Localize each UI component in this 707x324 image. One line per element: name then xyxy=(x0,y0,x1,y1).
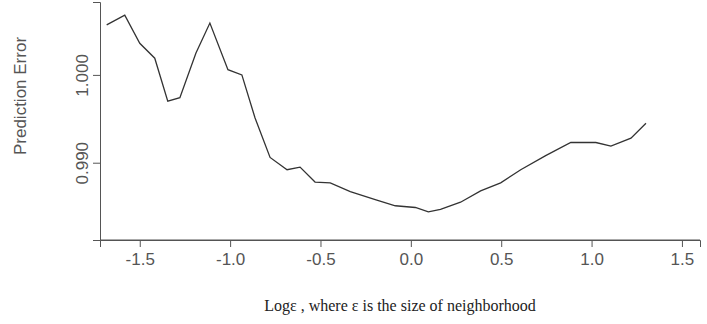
x-tick-mark xyxy=(230,240,231,247)
x-axis: -1.5 -1.0 -0.5 0.0 0.5 1.0 1.5 xyxy=(101,240,701,269)
y-axis-title: Prediction Error xyxy=(11,37,30,155)
x-tick: 1.0 xyxy=(580,240,604,269)
series-line xyxy=(107,15,646,212)
x-axis-line xyxy=(101,241,701,248)
x-tick-label: 0.5 xyxy=(490,250,514,269)
x-tick: 0.0 xyxy=(400,240,424,269)
x-tick-mark xyxy=(501,240,502,247)
x-tick: 1.5 xyxy=(671,240,695,269)
y-tick-mark xyxy=(93,75,100,76)
y-tick-label: 1.000 xyxy=(73,54,92,97)
y-axis: 0.990 1.000 xyxy=(73,3,101,241)
y-axis-line xyxy=(93,3,101,241)
x-range-line xyxy=(100,240,700,241)
x-tick-mark xyxy=(411,240,412,247)
chart: -1.5 -1.0 -0.5 0.0 0.5 1.0 1.5 0.990 1.000 Logε ,… xyxy=(0,0,707,324)
x-tick-label: -1.0 xyxy=(216,250,245,269)
x-tick-mark xyxy=(320,240,321,247)
plot-area xyxy=(100,2,700,240)
x-tick-label: -0.5 xyxy=(306,250,335,269)
x-tick-mark xyxy=(592,240,593,247)
y-tick: 0.990 xyxy=(73,142,100,185)
x-tick-mark xyxy=(140,240,141,247)
x-tick: -1.5 xyxy=(126,240,155,269)
y-tick-label: 0.990 xyxy=(73,142,92,185)
y-tick-mark xyxy=(93,163,100,164)
x-tick: -1.0 xyxy=(216,240,245,269)
series-group xyxy=(107,15,646,212)
x-tick-label: 1.5 xyxy=(671,250,695,269)
x-tick: -0.5 xyxy=(306,240,335,269)
x-tick-label: -1.5 xyxy=(126,250,155,269)
x-tick-label: 1.0 xyxy=(580,250,604,269)
y-tick: 1.000 xyxy=(73,54,100,97)
x-axis-title: Logε , where ε is the size of neighborho… xyxy=(264,297,536,315)
x-tick-mark xyxy=(682,240,683,247)
x-tick-label: 0.0 xyxy=(400,250,424,269)
x-tick: 0.5 xyxy=(490,240,514,269)
